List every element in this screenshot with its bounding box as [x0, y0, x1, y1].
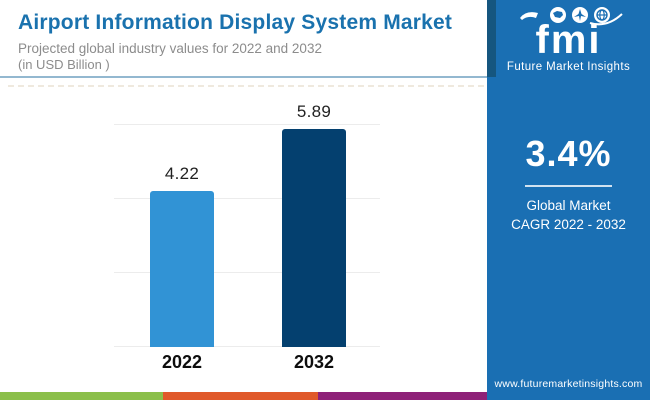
airplane-icon: [571, 7, 588, 23]
gridline-2: [114, 272, 380, 273]
logo-tagline: Future Market Insights: [506, 61, 631, 73]
page-title: Airport Information Display System Marke…: [18, 11, 453, 34]
fmi-logo: fmi Future Market Insights: [487, 6, 650, 73]
chart-subtitle: Projected global industry values for 202…: [18, 41, 322, 56]
cagr-caption: Global Market CAGR 2022 - 2032: [487, 196, 650, 234]
sidebar-edge-accent: [487, 0, 496, 77]
cagr-caption-line1: Global Market: [526, 198, 611, 213]
bar-value-2032: 5.89: [296, 102, 332, 122]
cagr-value: 3.4%: [525, 133, 612, 174]
globe-icon: [593, 7, 610, 23]
flag-icon: [519, 12, 538, 20]
map-icon: [549, 7, 566, 23]
logo-icons: [519, 7, 623, 26]
swoosh-arc: [589, 13, 623, 26]
bar-chart-plot: 4.22 5.89 2022 2032: [114, 95, 380, 372]
bar-value-2022: 4.22: [164, 163, 200, 183]
cagr-caption-line2: CAGR 2022 - 2032: [511, 217, 626, 232]
website-url: www.futuremarketinsights.com: [494, 378, 643, 390]
bar-2022: [150, 190, 214, 347]
bottom-strip-orange: [163, 392, 318, 400]
cagr-divider: [525, 185, 612, 187]
bar-2032: [282, 129, 346, 347]
header-divider: [0, 76, 487, 78]
bottom-strip-green: [0, 392, 163, 400]
header-dashed-divider: [8, 85, 484, 87]
x-axis-label-2032: 2032: [293, 352, 335, 372]
chart-unit-note: (in USD Billion ): [18, 57, 110, 72]
chart-panel: Airport Information Display System Marke…: [0, 11, 487, 372]
brand-sidebar: fmi Future Market Insights 3.4% Global M…: [487, 0, 650, 400]
bottom-strip-purple: [318, 392, 487, 400]
logo-wordmark: fmi: [535, 18, 602, 62]
gridline-6: [114, 124, 380, 125]
x-axis-label-2022: 2022: [161, 352, 203, 372]
gridline-4: [114, 198, 380, 199]
gridline-baseline: [114, 346, 380, 347]
